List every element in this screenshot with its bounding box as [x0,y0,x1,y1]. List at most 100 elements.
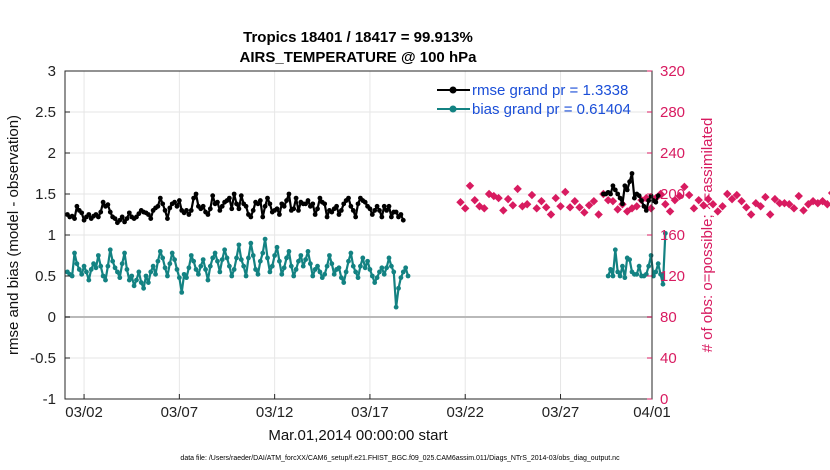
rmse-point [291,206,297,212]
bias-point [186,265,192,271]
bias-point [172,257,177,262]
rmse-point [374,203,380,209]
bias-point [620,263,625,269]
bias-point [324,263,330,269]
obs-point [480,204,489,213]
bias-point [222,247,228,253]
rmse-point [250,208,256,213]
obs-point [532,204,541,213]
bias-point [176,275,182,281]
y2-axis-label: # of obs: o=possible; ×=assimilated [699,118,716,353]
bias-point [122,250,127,256]
obs-point [537,196,546,206]
obs-point [770,194,780,204]
bias-point [110,258,116,264]
rmse-point [176,198,182,203]
rmse-point [627,179,633,185]
bias-point [353,269,359,275]
rmse-point [317,195,323,201]
bias-point [236,242,242,248]
obs-point [665,207,675,216]
bias-point [243,273,249,279]
chart-title-line2: AIRS_TEMPERATURE @ 100 hPa [240,49,478,66]
obs-point [765,210,775,219]
bias-point [205,277,211,283]
rmse-point [281,203,287,209]
rmse-point [608,191,613,197]
bias-point [384,265,390,271]
y-tick-label: 1.5 [35,186,56,203]
bias-point [346,258,351,264]
bias-point [284,255,289,261]
rmse-point [145,212,151,217]
bias-point [608,267,613,272]
bias-point [653,269,659,275]
bias-point [269,263,275,269]
bias-point [76,267,82,272]
bias-point [300,263,306,269]
rmse-point [286,191,292,197]
obs-point [794,191,803,201]
bias-point [246,255,251,261]
bias-point [148,269,154,275]
bias-point [234,255,239,261]
obs-point [461,204,470,213]
bias-point [74,261,80,267]
rmse-point [400,217,406,223]
rmse-point [236,206,242,212]
obs-point [503,194,513,204]
bias-point [281,265,287,271]
rmse-point [74,203,80,209]
bias-point [279,271,285,277]
bias-point [100,273,106,279]
rmse-point [362,199,368,205]
rmse-point [174,203,180,209]
obs-point [565,203,575,212]
obs-point [827,190,830,196]
obs-point [823,200,830,209]
obs-point [589,196,599,206]
obs-point [680,182,689,192]
obs-point [818,196,827,206]
y-axis-left: -1 -0.5 0 0.5 1 1.5 2 2.5 3 [30,63,70,408]
obs-point [561,187,570,197]
bias-point [369,273,375,279]
bias-point [91,261,96,267]
rmse-point [112,216,118,222]
obs-point [694,195,703,205]
rmse-point [274,206,280,212]
bias-point [274,244,280,250]
bias-point [388,263,394,269]
y-tick-label: 1 [48,227,56,244]
obs-point [584,201,594,210]
bias-point [226,263,232,269]
y2-tick-label: 240 [660,145,685,162]
bias-point [119,261,125,267]
bias-point [612,247,618,253]
rmse-point [162,208,168,213]
bias-point [398,275,404,281]
rmse-point [338,208,344,213]
rmse-point [172,199,177,205]
obs-point [522,200,532,209]
bias-point [331,271,337,277]
bias-point [117,275,123,281]
bias-point [88,267,94,272]
bias-point [250,253,256,258]
rmse-point [186,212,192,217]
obs-point [708,200,718,209]
obs-point [603,195,613,205]
obs-point [661,200,670,209]
x-tick-label: 03/17 [351,404,389,421]
bias-point [348,250,354,256]
obs-point [570,196,580,206]
obs-point [727,194,737,204]
bias-point [86,277,92,283]
bias-point [143,273,149,279]
rmse-point [265,195,270,201]
y2-tick-label: 40 [660,350,677,367]
bias-point [169,250,175,256]
bias-point [648,253,654,258]
bias-point [393,304,399,310]
obs-point [499,206,508,215]
